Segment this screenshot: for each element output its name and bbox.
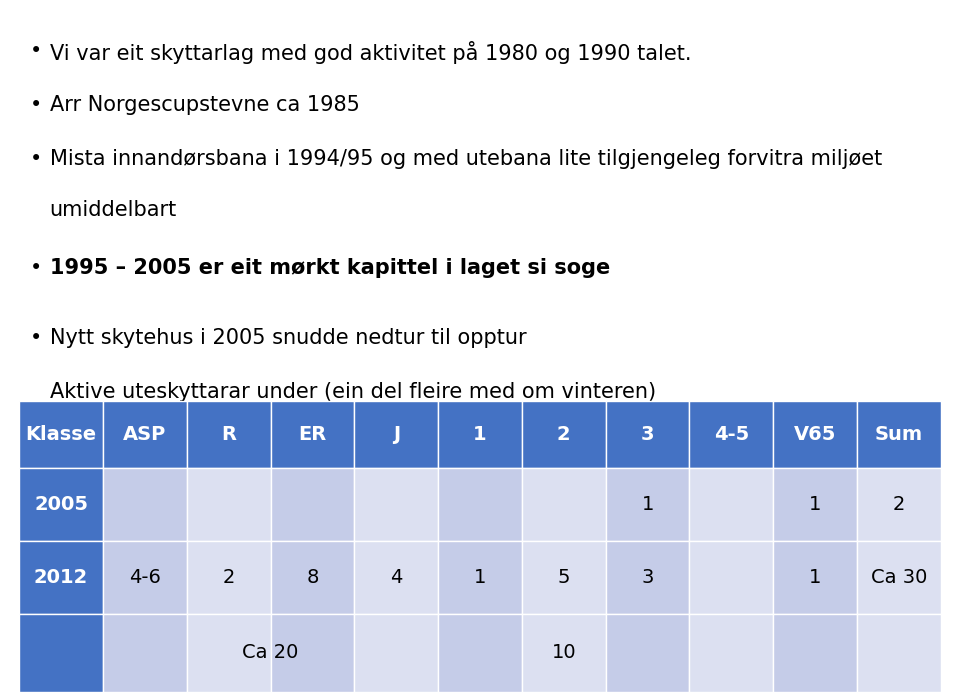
Bar	[271, 614, 354, 692]
Bar	[773, 401, 857, 468]
Text: 1: 1	[809, 567, 822, 587]
Text: Vi var eit skyttarlag med god aktivitet på 1980 og 1990 talet.: Vi var eit skyttarlag med god aktivitet …	[50, 41, 691, 64]
Bar	[689, 401, 773, 468]
Bar	[857, 401, 941, 468]
Text: Sum: Sum	[875, 426, 923, 444]
Bar	[354, 541, 438, 614]
Bar	[438, 401, 522, 468]
Text: Ca 30: Ca 30	[871, 567, 927, 587]
Text: 2012: 2012	[34, 567, 88, 587]
Text: 3: 3	[641, 426, 655, 444]
Text: Klasse: Klasse	[26, 426, 97, 444]
Bar	[689, 541, 773, 614]
Text: •: •	[31, 41, 42, 61]
Bar	[857, 541, 941, 614]
Bar	[438, 541, 522, 614]
Bar	[438, 614, 522, 692]
Text: Nytt skytehus i 2005 snudde nedtur til opptur: Nytt skytehus i 2005 snudde nedtur til o…	[50, 328, 526, 348]
Bar	[19, 614, 103, 692]
Text: 5: 5	[558, 567, 570, 587]
Text: 1: 1	[809, 495, 822, 514]
Bar	[606, 614, 689, 692]
Bar	[271, 541, 354, 614]
Text: 4-5: 4-5	[713, 426, 749, 444]
Text: 2: 2	[893, 495, 905, 514]
Text: 1: 1	[473, 426, 487, 444]
Bar	[19, 541, 103, 614]
Bar	[606, 541, 689, 614]
Bar	[522, 541, 606, 614]
Bar	[19, 468, 103, 541]
Text: 2: 2	[557, 426, 570, 444]
Bar	[187, 468, 271, 541]
Bar	[857, 614, 941, 692]
Bar	[773, 468, 857, 541]
Bar	[103, 614, 187, 692]
Bar	[354, 614, 438, 692]
Text: •: •	[31, 328, 42, 348]
Text: 10: 10	[551, 644, 576, 662]
Text: ASP: ASP	[123, 426, 166, 444]
Text: ER: ER	[299, 426, 326, 444]
Text: 1995 – 2005 er eit mørkt kapittel i laget si soge: 1995 – 2005 er eit mørkt kapittel i lage…	[50, 258, 610, 278]
Bar	[522, 468, 606, 541]
Text: umiddelbart: umiddelbart	[50, 200, 177, 220]
Text: 1: 1	[474, 567, 486, 587]
Text: 3: 3	[641, 567, 654, 587]
Text: •: •	[31, 149, 42, 170]
Text: •: •	[31, 258, 42, 278]
Bar	[522, 614, 606, 692]
Bar	[354, 401, 438, 468]
Text: 2: 2	[223, 567, 235, 587]
Bar	[103, 541, 187, 614]
Bar	[19, 401, 103, 468]
Text: 4: 4	[390, 567, 402, 587]
Text: 4-6: 4-6	[129, 567, 161, 587]
Text: Ca 20: Ca 20	[242, 644, 299, 662]
Text: Mista innandørsbana i 1994/95 og med utebana lite tilgjengeleg forvitra miljøet: Mista innandørsbana i 1994/95 og med ute…	[50, 149, 882, 170]
Bar	[271, 401, 354, 468]
Bar	[103, 401, 187, 468]
Text: Aktive uteskyttarar under (ein del fleire med om vinteren): Aktive uteskyttarar under (ein del fleir…	[50, 382, 656, 402]
Bar	[438, 468, 522, 541]
Bar	[187, 541, 271, 614]
Bar	[773, 541, 857, 614]
Text: 8: 8	[306, 567, 319, 587]
Bar	[857, 468, 941, 541]
Bar	[354, 468, 438, 541]
Text: •: •	[31, 95, 42, 116]
Text: R: R	[221, 426, 236, 444]
Bar	[187, 401, 271, 468]
Bar	[271, 468, 354, 541]
Bar	[103, 468, 187, 541]
Bar	[689, 468, 773, 541]
Bar	[606, 468, 689, 541]
Text: V65: V65	[794, 426, 836, 444]
Bar	[606, 401, 689, 468]
Text: 2005: 2005	[35, 495, 88, 514]
Text: 1: 1	[641, 495, 654, 514]
Bar	[187, 614, 271, 692]
Bar	[522, 401, 606, 468]
Bar	[773, 614, 857, 692]
Text: J: J	[393, 426, 399, 444]
Text: Arr Norgescupstevne ca 1985: Arr Norgescupstevne ca 1985	[50, 95, 359, 116]
Bar	[689, 614, 773, 692]
